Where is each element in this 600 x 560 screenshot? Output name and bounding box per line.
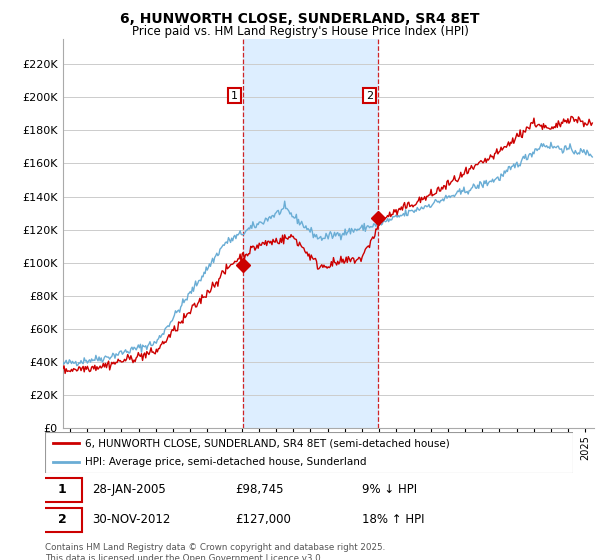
Text: 2: 2 [58, 514, 67, 526]
Text: £127,000: £127,000 [235, 514, 291, 526]
Text: HPI: Average price, semi-detached house, Sunderland: HPI: Average price, semi-detached house,… [85, 457, 366, 467]
FancyBboxPatch shape [43, 478, 82, 502]
Text: 6, HUNWORTH CLOSE, SUNDERLAND, SR4 8ET: 6, HUNWORTH CLOSE, SUNDERLAND, SR4 8ET [120, 12, 480, 26]
FancyBboxPatch shape [45, 432, 573, 473]
Text: 2: 2 [365, 91, 373, 101]
Text: 9% ↓ HPI: 9% ↓ HPI [362, 483, 417, 496]
Text: 1: 1 [58, 483, 67, 496]
Text: 6, HUNWORTH CLOSE, SUNDERLAND, SR4 8ET (semi-detached house): 6, HUNWORTH CLOSE, SUNDERLAND, SR4 8ET (… [85, 438, 449, 449]
Text: Contains HM Land Registry data © Crown copyright and database right 2025.
This d: Contains HM Land Registry data © Crown c… [45, 543, 385, 560]
Text: 30-NOV-2012: 30-NOV-2012 [92, 514, 171, 526]
Text: 28-JAN-2005: 28-JAN-2005 [92, 483, 166, 496]
FancyBboxPatch shape [43, 508, 82, 532]
Text: Price paid vs. HM Land Registry's House Price Index (HPI): Price paid vs. HM Land Registry's House … [131, 25, 469, 38]
Bar [243, 39, 378, 428]
Text: 1: 1 [231, 91, 238, 101]
Text: £98,745: £98,745 [235, 483, 284, 496]
Text: 18% ↑ HPI: 18% ↑ HPI [362, 514, 424, 526]
